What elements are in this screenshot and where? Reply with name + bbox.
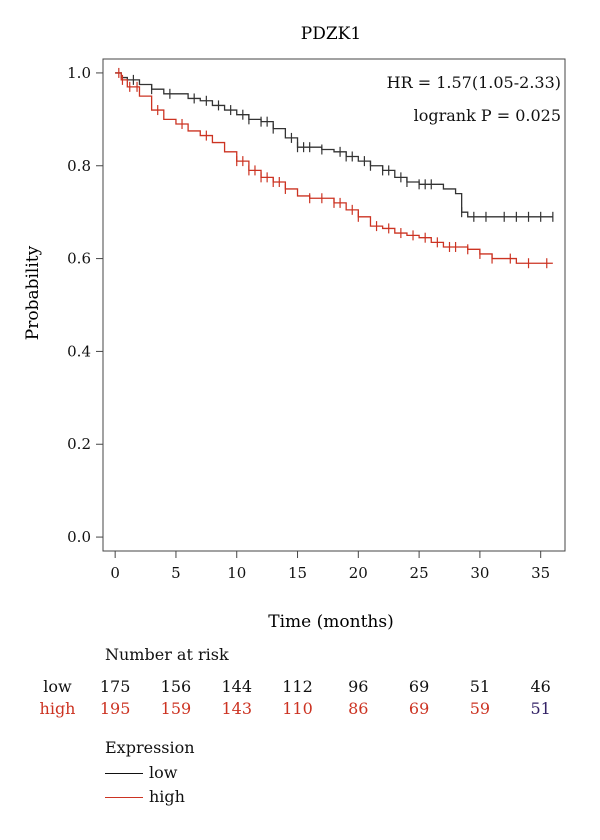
hr-annotation: HR = 1.57(1.05-2.33) [387, 73, 561, 92]
risk-value: 69 [408, 677, 430, 696]
risk-row-low: low 175 156 144 112 96 69 51 46 [0, 677, 600, 699]
risk-value: 110 [282, 699, 313, 718]
risk-row-label: low [43, 677, 72, 696]
y-axis-label: Probability [23, 245, 43, 340]
risk-table-title: Number at risk [105, 645, 229, 664]
risk-value: 112 [282, 677, 313, 696]
risk-value: 46 [530, 677, 551, 696]
risk-value: 159 [160, 699, 192, 718]
legend-label: high [149, 787, 185, 806]
legend-items: low high [105, 763, 195, 811]
risk-value: 86 [348, 699, 369, 718]
legend-label: low [149, 763, 178, 782]
y-tick-label: 1.0 [67, 64, 91, 82]
legend: Expression low high [105, 738, 195, 811]
x-tick-label: 20 [349, 564, 368, 582]
legend-title: Expression [105, 738, 195, 757]
risk-value: 175 [99, 677, 131, 696]
km-curve-low [115, 72, 553, 218]
x-tick-label: 5 [171, 564, 181, 582]
x-tick-label: 25 [410, 564, 429, 582]
y-tick-label: 0.4 [67, 342, 91, 360]
legend-item-low: low [105, 763, 195, 787]
risk-value: 144 [221, 677, 252, 696]
curves [115, 67, 554, 269]
y-tick-label: 0.6 [67, 250, 91, 268]
x-axis-label: Time (months) [268, 612, 393, 632]
x-tick-label: 0 [110, 564, 120, 582]
y-tick-label: 0.8 [67, 157, 91, 175]
risk-value: 156 [160, 677, 192, 696]
chart-title: PDZK1 [301, 24, 361, 44]
x-tick-label: 10 [227, 564, 246, 582]
x-tick-label: 15 [288, 564, 307, 582]
risk-value: 69 [408, 699, 430, 718]
legend-swatch [105, 773, 143, 774]
y-tick-label: 0.0 [67, 528, 91, 546]
risk-value: 143 [221, 699, 252, 718]
risk-value: 195 [99, 699, 131, 718]
risk-value: 59 [469, 699, 491, 718]
km-chart: PDZK1 0.00.20.40.60.81.0 0 5 10 15 20 25 30 35 … [23, 24, 566, 632]
y-axis: 0.0 0.2 0.4 0.6 0.8 1.0 [67, 64, 103, 546]
risk-value: 51 [530, 699, 551, 718]
x-tick-label: 35 [531, 564, 550, 582]
risk-row-high: high 195 159 143 110 86 69 59 51 [0, 699, 600, 721]
km-curve-high [115, 72, 553, 264]
legend-swatch [105, 797, 143, 798]
x-axis: 0 5 10 15 20 25 30 35 [110, 551, 550, 582]
risk-value: 51 [469, 677, 491, 696]
plot-frame [102, 58, 566, 552]
legend-item-high: high [105, 787, 195, 811]
y-tick-label: 0.2 [67, 435, 91, 453]
logrank-annotation: logrank P = 0.025 [414, 106, 561, 125]
risk-row-label: high [39, 699, 76, 718]
x-tick-label: 30 [470, 564, 489, 582]
risk-value: 96 [348, 677, 369, 696]
